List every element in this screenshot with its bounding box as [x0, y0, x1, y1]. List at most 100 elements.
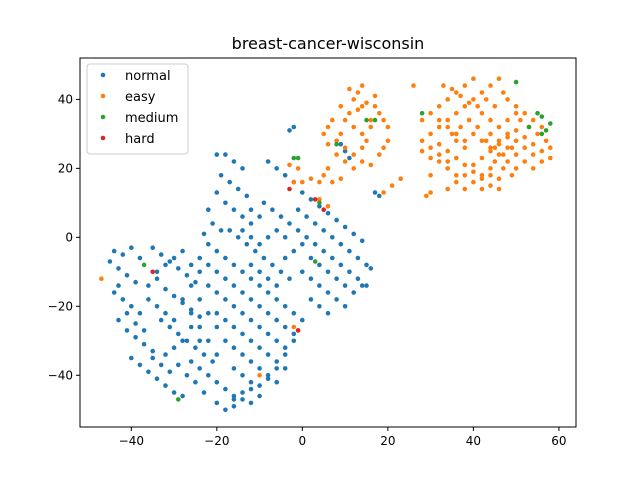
- data-point-normal: [274, 379, 280, 385]
- data-point-normal: [184, 373, 190, 378]
- data-point-normal: [206, 373, 211, 378]
- series-medium: [141, 79, 553, 402]
- legend-label-medium: medium: [125, 111, 178, 126]
- data-point-normal: [274, 228, 280, 233]
- data-point-normal: [359, 283, 365, 288]
- data-point-normal: [129, 245, 134, 250]
- data-point-easy: [445, 124, 451, 130]
- legend-marker-normal: [100, 72, 106, 78]
- data-point-easy: [454, 155, 459, 161]
- data-point-normal: [377, 193, 382, 199]
- data-point-normal: [146, 297, 151, 302]
- data-point-normal: [231, 283, 237, 288]
- data-point-normal: [257, 383, 262, 388]
- data-point-easy: [466, 117, 472, 123]
- legend-marker-medium: [100, 114, 106, 120]
- data-point-easy: [454, 173, 459, 178]
- data-point-normal: [171, 255, 177, 261]
- data-point-easy: [462, 104, 468, 109]
- x-tick-label: −40: [119, 434, 144, 448]
- data-point-normal: [227, 228, 232, 233]
- y-tick-label: −40: [48, 368, 73, 382]
- data-point-easy: [513, 166, 519, 171]
- data-point-medium: [176, 397, 181, 402]
- data-point-easy: [342, 117, 348, 123]
- data-point-normal: [141, 341, 147, 347]
- data-point-easy: [317, 197, 322, 202]
- data-point-medium: [312, 259, 318, 264]
- legend-label-hard: hard: [125, 132, 155, 147]
- data-point-normal: [210, 221, 215, 226]
- data-point-normal: [129, 304, 134, 309]
- data-point-easy: [479, 90, 485, 95]
- data-point-normal: [201, 231, 207, 237]
- data-point-easy: [454, 90, 459, 95]
- legend: normal easy medium hard: [86, 63, 189, 155]
- data-point-easy: [419, 138, 425, 144]
- data-point-normal: [141, 328, 147, 333]
- data-point-normal: [295, 207, 301, 212]
- data-point-normal: [304, 214, 309, 219]
- data-point-easy: [445, 166, 451, 171]
- data-point-normal: [359, 238, 365, 244]
- data-point-easy: [436, 159, 442, 164]
- data-point-easy: [513, 110, 519, 116]
- data-point-easy: [347, 110, 352, 116]
- data-point-easy: [317, 179, 322, 185]
- data-point-normal: [248, 262, 254, 268]
- data-point-easy: [522, 145, 527, 150]
- data-point-easy: [364, 100, 369, 106]
- data-point-normal: [223, 255, 228, 261]
- y-tick-label: 0: [65, 230, 73, 244]
- data-point-easy: [522, 159, 527, 164]
- data-point-easy: [445, 97, 451, 102]
- data-point-easy: [359, 83, 365, 88]
- data-point-normal: [274, 338, 280, 344]
- data-point-easy: [351, 152, 357, 157]
- data-point-normal: [338, 262, 344, 268]
- data-point-easy: [522, 110, 527, 116]
- data-point-normal: [116, 266, 121, 271]
- data-point-normal: [244, 241, 250, 247]
- data-point-easy: [347, 86, 352, 92]
- data-point-normal: [325, 269, 331, 275]
- data-point-easy: [496, 124, 502, 130]
- data-point-normal: [261, 255, 267, 261]
- data-point-normal: [330, 255, 335, 261]
- data-point-normal: [248, 379, 254, 385]
- data-point-easy: [325, 124, 331, 130]
- data-point-easy: [513, 138, 519, 144]
- data-point-easy: [287, 162, 292, 168]
- data-point-easy: [338, 131, 344, 137]
- data-point-normal: [171, 390, 177, 395]
- data-point-easy: [479, 110, 485, 116]
- data-point-normal: [248, 297, 254, 302]
- data-point-easy: [449, 86, 455, 92]
- data-point-medium: [372, 117, 378, 123]
- data-point-normal: [351, 231, 357, 237]
- data-point-normal: [146, 369, 151, 375]
- data-point-easy: [436, 152, 442, 157]
- data-point-normal: [282, 173, 288, 178]
- data-point-normal: [223, 200, 228, 206]
- data-point-normal: [282, 352, 288, 357]
- data-point-easy: [543, 138, 549, 144]
- data-point-normal: [158, 362, 164, 368]
- data-point-hard: [295, 328, 301, 333]
- data-point-easy: [342, 159, 348, 164]
- data-point-medium: [539, 131, 545, 137]
- data-point-normal: [291, 124, 297, 130]
- data-point-normal: [321, 228, 327, 233]
- data-point-normal: [304, 235, 309, 240]
- data-point-easy: [291, 179, 297, 185]
- data-point-easy: [419, 117, 425, 123]
- data-point-easy: [462, 186, 468, 192]
- data-point-normal: [257, 269, 262, 275]
- data-point-easy: [501, 90, 506, 95]
- data-point-easy: [325, 141, 331, 147]
- data-point-easy: [334, 138, 339, 144]
- data-point-normal: [265, 159, 271, 164]
- data-point-normal: [317, 283, 322, 288]
- data-point-easy: [496, 152, 502, 157]
- x-axis: −40 −20 0 20 40 60: [119, 427, 567, 448]
